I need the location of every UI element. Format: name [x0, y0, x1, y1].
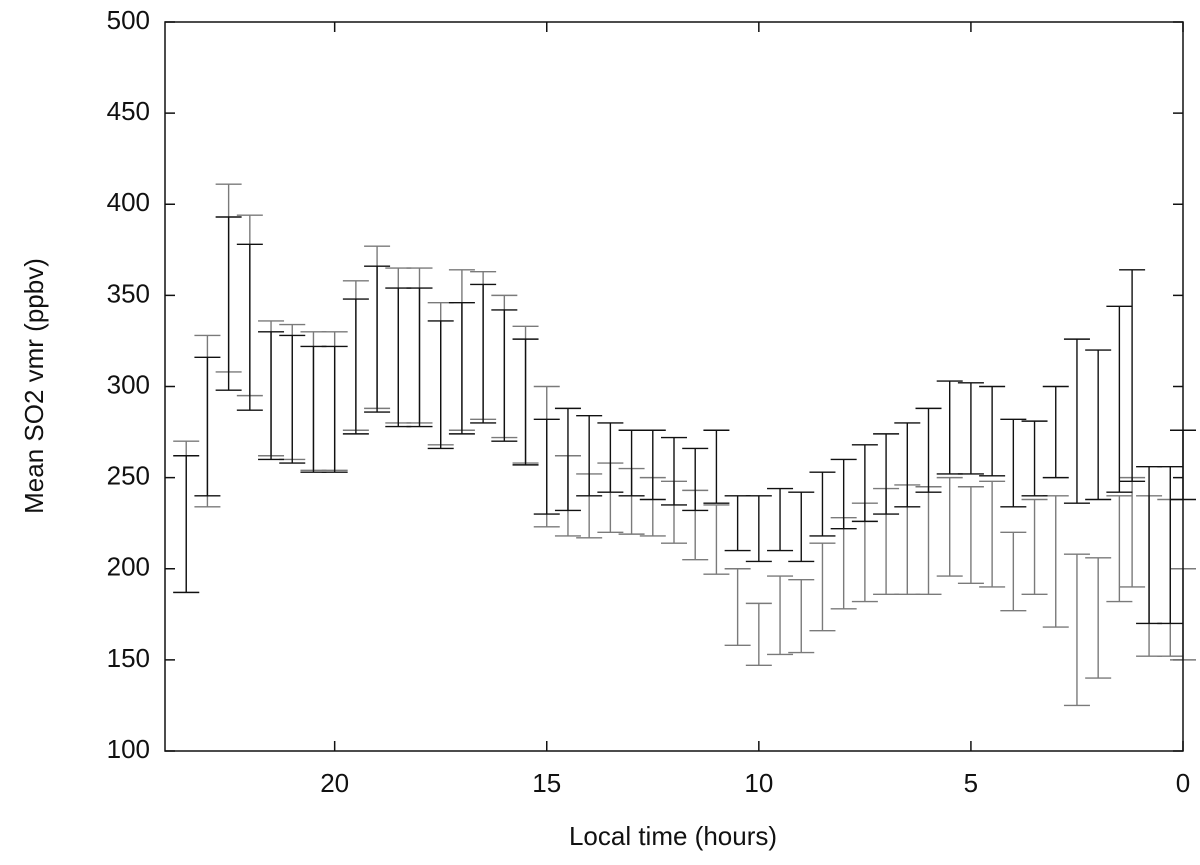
error-bar	[342, 298, 369, 435]
error-bar	[173, 455, 200, 594]
error-bar	[957, 382, 984, 475]
error-bar	[321, 345, 348, 473]
x-tick-label: 0	[1176, 768, 1190, 798]
error-bar	[1063, 553, 1090, 707]
plot-frame	[164, 21, 1184, 752]
error-bar	[279, 334, 306, 464]
error-bar	[682, 447, 709, 512]
error-bar	[1063, 338, 1090, 504]
error-bar	[576, 414, 603, 497]
error-bar	[1106, 305, 1133, 493]
y-tick-label: 300	[107, 369, 150, 399]
error-bar	[194, 356, 221, 497]
error-bar	[767, 487, 794, 552]
error-bar	[470, 283, 497, 424]
y-tick-label: 350	[107, 278, 150, 308]
error-bar	[491, 309, 518, 442]
error-bar	[873, 433, 900, 515]
y-axis-label: Mean SO2 vmr (ppbv)	[19, 258, 49, 514]
error-bar	[1085, 349, 1112, 501]
error-bar	[236, 243, 263, 411]
error-bar	[936, 380, 963, 475]
error-bar	[1042, 385, 1069, 479]
error-bar	[1119, 269, 1146, 482]
error-bar	[830, 517, 857, 610]
error-bar	[512, 338, 539, 466]
error-bar	[1021, 420, 1048, 497]
error-bar	[385, 287, 412, 428]
error-bar	[830, 458, 857, 530]
y-tick-label: 150	[107, 643, 150, 673]
error-bar	[703, 504, 730, 575]
error-bar	[979, 385, 1006, 477]
y-tick-label: 400	[107, 187, 150, 217]
error-bar	[1119, 476, 1146, 588]
x-tick-label: 5	[964, 768, 978, 798]
error-bar	[597, 422, 624, 493]
y-tick-label: 250	[107, 461, 150, 491]
error-bar	[427, 320, 454, 450]
error-bar	[554, 407, 581, 512]
error-bar	[1000, 531, 1027, 612]
x-axis-label: Local time (hours)	[569, 821, 777, 851]
error-bar	[809, 542, 836, 632]
error-bar	[767, 575, 794, 656]
error-bar	[915, 486, 942, 595]
error-bar	[745, 602, 772, 667]
error-bar	[1000, 418, 1027, 508]
y-tick-label: 200	[107, 552, 150, 582]
error-bar	[639, 429, 666, 501]
error-bar	[1085, 557, 1112, 679]
error-bar	[1157, 465, 1184, 625]
error-bar	[215, 216, 242, 391]
error-bar	[406, 287, 433, 428]
error-bar	[936, 476, 963, 577]
error-bar	[915, 407, 942, 493]
x-tick-label: 20	[320, 768, 349, 798]
x-tick-label: 10	[744, 768, 773, 798]
error-bar	[364, 265, 391, 413]
error-bar	[724, 495, 751, 552]
error-bar	[788, 491, 815, 563]
error-bar	[1042, 495, 1069, 628]
error-bar	[703, 429, 730, 504]
error-bar	[533, 418, 560, 515]
error-bar	[1136, 465, 1163, 625]
error-bar	[979, 480, 1006, 588]
error-bar	[258, 331, 285, 461]
error-bar	[851, 444, 878, 523]
error-bar	[448, 301, 475, 435]
y-tick-label: 100	[107, 734, 150, 764]
y-tick-label: 500	[107, 5, 150, 35]
error-bar	[788, 578, 815, 654]
error-bar	[661, 436, 687, 506]
y-tick-label: 450	[107, 96, 150, 126]
x-tick-label: 15	[532, 768, 561, 798]
error-bar	[894, 422, 921, 508]
error-bar	[300, 345, 327, 473]
error-bar	[1021, 498, 1048, 595]
error-bar	[724, 568, 751, 646]
error-bar	[745, 495, 772, 563]
error-bar	[957, 486, 984, 585]
error-bar	[809, 471, 836, 537]
error-bar	[1106, 495, 1133, 603]
